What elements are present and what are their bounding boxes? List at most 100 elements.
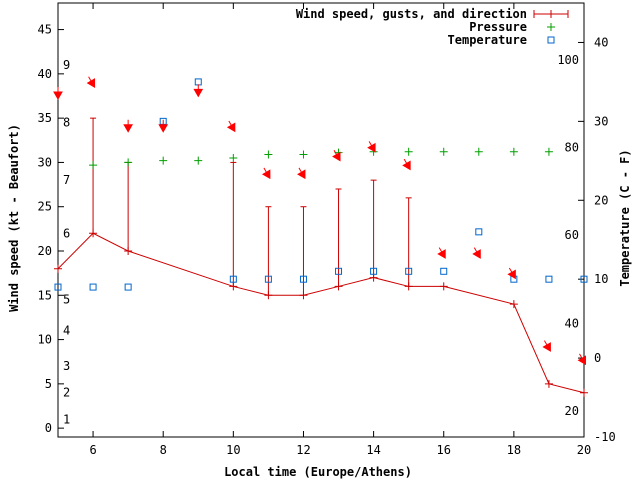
temperature-point [54, 283, 62, 291]
temperature-point [405, 267, 413, 275]
arrow-head [226, 122, 236, 133]
fahrenheit-tick-label: 60 [565, 228, 579, 242]
temperature-point [89, 283, 97, 291]
beaufort-tick-label: 6 [63, 226, 70, 240]
arrow-head [297, 169, 306, 180]
wind-speed-point [369, 273, 378, 282]
wind-direction-arrow [123, 119, 133, 133]
legend-swatch-temperature [547, 36, 555, 44]
pressure-point [299, 150, 308, 159]
fahrenheit-tick-label: 40 [565, 316, 579, 330]
wind-speed-point [404, 282, 413, 291]
wind-speed-point [509, 300, 518, 309]
temperature-point [580, 275, 588, 283]
y-tick-label-right: 10 [594, 272, 608, 286]
y-tick-label-left: 10 [38, 333, 52, 347]
wind-direction-arrow [437, 247, 446, 259]
y-tick-label-left: 20 [38, 244, 52, 258]
legend-swatch-pressure [547, 23, 555, 31]
wind-speed-point [439, 282, 448, 291]
arrow-head [53, 91, 63, 101]
wind-speed-line [57, 232, 585, 394]
arrow-head [261, 169, 271, 180]
wind-direction-arrow [367, 141, 376, 153]
beaufort-tick-label: 9 [63, 58, 70, 72]
beaufort-tick-label: 7 [63, 173, 70, 187]
wind-direction-arrow [226, 120, 236, 133]
wind-speed-point [544, 379, 553, 388]
y-tick-label-left: 0 [45, 421, 52, 435]
x-tick-label: 18 [507, 443, 521, 457]
x-tick-label: 6 [89, 443, 96, 457]
arrow-head [123, 124, 133, 133]
x-tick-label: 10 [226, 443, 240, 457]
y-tick-label-left: 45 [38, 23, 52, 37]
wind-direction-arrow [193, 84, 204, 98]
legend-label-temperature: Temperature [448, 33, 527, 47]
beaufort-tick-label: 8 [63, 116, 70, 130]
wind-speed-point [334, 282, 343, 291]
x-tick-label: 14 [366, 443, 380, 457]
y-tick-label-left: 40 [38, 67, 52, 81]
fahrenheit-tick-label: 20 [565, 404, 579, 418]
y-axis-label-right: Temperature (C - F) [618, 149, 632, 286]
temperature-point [440, 267, 448, 275]
pressure-point [474, 147, 483, 156]
legend-swatch-wind [533, 10, 569, 18]
wind-direction-arrow [332, 149, 341, 162]
wind-direction-arrow [542, 340, 551, 352]
temperature-point [475, 228, 483, 236]
pressure-point [509, 147, 518, 156]
wind-direction-arrow [53, 87, 63, 101]
wind-direction-arrow [86, 76, 96, 88]
y-axis-label-left: Wind speed (kt - Beaufort) [7, 124, 21, 312]
wind-speed-point [299, 291, 308, 300]
wind-direction-arrow [472, 247, 481, 259]
arrow-head [158, 124, 169, 133]
temperature-point [264, 275, 272, 283]
tick-layer: 6 8 10 12 14 16 18 2005101520253035404512345678… [38, 3, 616, 457]
arrow-head [577, 355, 587, 366]
arrow-head [332, 151, 341, 162]
temperature-point [335, 267, 343, 275]
series-layer [53, 76, 588, 397]
legend-label-pressure: Pressure [469, 20, 527, 34]
beaufort-tick-label: 4 [63, 324, 70, 338]
arrow-head [86, 78, 96, 88]
y-tick-label-left: 35 [38, 111, 52, 125]
temperature-point [299, 275, 307, 283]
pressure-point [439, 147, 448, 156]
wind-speed-point [580, 388, 588, 397]
y-tick-label-left: 5 [45, 377, 52, 391]
y-tick-label-right: 40 [594, 35, 608, 49]
temperature-point [194, 78, 202, 86]
pressure-point [89, 161, 98, 170]
arrow-head [437, 249, 446, 259]
wind-speed-point [229, 282, 238, 291]
beaufort-tick-label: 3 [63, 359, 70, 373]
y-tick-label-right: -10 [594, 430, 616, 444]
pressure-point [229, 154, 238, 162]
y-tick-label-right: 30 [594, 114, 608, 128]
y-tick-label-left: 15 [38, 288, 52, 302]
wind-speed-point [124, 247, 133, 255]
beaufort-tick-label: 5 [63, 293, 70, 307]
beaufort-tick-label: 2 [63, 386, 70, 400]
wind-speed-point [54, 264, 62, 273]
arrow-head [507, 269, 516, 280]
pressure-point [159, 156, 168, 165]
x-tick-label: 20 [577, 443, 591, 457]
pressure-point [194, 156, 203, 165]
arrow-head [542, 342, 551, 352]
wind-direction-arrow [507, 267, 516, 280]
wind-speed-point [89, 229, 98, 238]
temperature-point [229, 275, 237, 283]
pressure-point [264, 150, 273, 159]
temperature-point [370, 267, 378, 275]
y-tick-label-right: 20 [594, 193, 608, 207]
arrow-head [472, 249, 481, 259]
arrow-head [193, 88, 204, 98]
x-tick-label: 12 [296, 443, 310, 457]
wind-direction-arrow [261, 167, 271, 180]
wind-direction-arrow [402, 158, 411, 171]
